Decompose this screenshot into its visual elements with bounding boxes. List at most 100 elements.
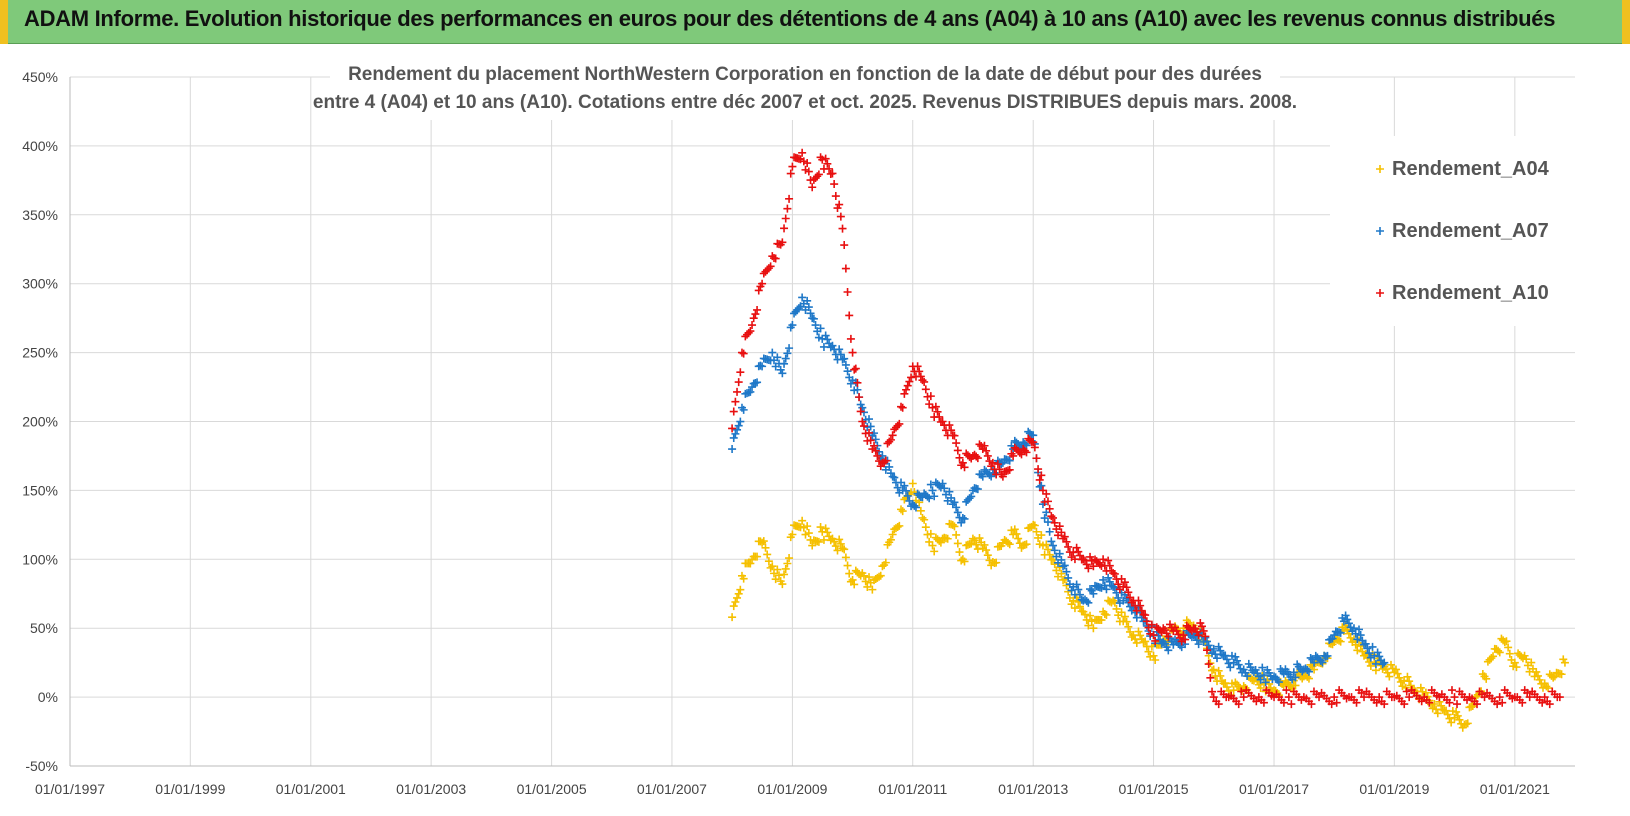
data-point-a10 bbox=[1498, 698, 1507, 707]
data-point-a07 bbox=[910, 501, 919, 510]
data-point-a10 bbox=[955, 453, 964, 462]
data-point-a04 bbox=[1416, 683, 1425, 692]
data-point-a07 bbox=[739, 405, 748, 414]
x-tick-label: 01/01/2007 bbox=[637, 781, 707, 797]
data-point-a10 bbox=[758, 279, 767, 288]
data-point-a10 bbox=[803, 159, 812, 168]
data-point-a07 bbox=[1049, 541, 1058, 550]
data-point-a10 bbox=[813, 172, 822, 181]
data-point-a07 bbox=[816, 324, 825, 333]
data-point-a10 bbox=[856, 407, 865, 416]
data-point-a07 bbox=[753, 378, 762, 387]
data-point-a04 bbox=[814, 537, 823, 546]
data-point-a10 bbox=[785, 194, 794, 203]
data-point-a07 bbox=[1060, 561, 1069, 570]
data-point-a04 bbox=[936, 538, 945, 547]
data-point-a07 bbox=[836, 350, 845, 359]
data-point-a04 bbox=[1042, 540, 1051, 549]
data-point-a10 bbox=[783, 204, 792, 213]
legend-marker bbox=[1376, 289, 1384, 297]
data-point-a10 bbox=[935, 412, 944, 421]
data-point-a04 bbox=[992, 558, 1001, 567]
data-point-a10 bbox=[825, 164, 834, 173]
data-point-a10 bbox=[1042, 489, 1051, 498]
banner-corner-right bbox=[1622, 0, 1630, 44]
data-point-a10 bbox=[1084, 564, 1093, 573]
data-point-a10 bbox=[1110, 569, 1119, 578]
data-point-a10 bbox=[953, 446, 962, 455]
data-point-a04 bbox=[1403, 672, 1412, 681]
data-point-a07 bbox=[1261, 678, 1270, 687]
data-point-a04 bbox=[895, 521, 904, 530]
data-point-a07 bbox=[1029, 431, 1038, 440]
data-point-a10 bbox=[764, 264, 773, 273]
data-point-a04 bbox=[1532, 667, 1541, 676]
data-point-a10 bbox=[729, 407, 738, 416]
data-point-a04 bbox=[921, 523, 930, 532]
data-point-a10 bbox=[1095, 560, 1104, 569]
data-point-a10 bbox=[1151, 636, 1160, 645]
data-point-a07 bbox=[1289, 668, 1298, 677]
data-point-a04 bbox=[1489, 652, 1498, 661]
data-point-a04 bbox=[1557, 670, 1566, 679]
data-point-a04 bbox=[773, 565, 782, 574]
data-point-a10 bbox=[1142, 617, 1151, 626]
data-point-a10 bbox=[1201, 632, 1210, 641]
data-point-a07 bbox=[1361, 639, 1370, 648]
data-point-a10 bbox=[751, 310, 760, 319]
data-point-a10 bbox=[841, 264, 850, 273]
data-point-a10 bbox=[846, 334, 855, 343]
data-point-a04 bbox=[928, 541, 937, 550]
data-point-a04 bbox=[1214, 666, 1223, 675]
data-point-a10 bbox=[1020, 446, 1029, 455]
data-point-a04 bbox=[733, 593, 742, 602]
data-point-a10 bbox=[749, 314, 758, 323]
data-point-a04 bbox=[1151, 656, 1160, 665]
data-point-a04 bbox=[1100, 610, 1109, 619]
data-point-a07 bbox=[821, 331, 830, 340]
data-point-a10 bbox=[1005, 465, 1014, 474]
data-point-a04 bbox=[1533, 671, 1542, 680]
data-point-a07 bbox=[960, 514, 969, 523]
data-point-a07 bbox=[928, 486, 937, 495]
data-point-a04 bbox=[1383, 668, 1392, 677]
data-point-a07 bbox=[1304, 667, 1313, 676]
data-point-a04 bbox=[736, 585, 745, 594]
data-point-a07 bbox=[853, 385, 862, 394]
data-point-a04 bbox=[1303, 672, 1312, 681]
data-point-a10 bbox=[1009, 451, 1018, 460]
data-point-a10 bbox=[1203, 646, 1211, 655]
x-tick-label: 01/01/2017 bbox=[1239, 781, 1309, 797]
data-point-a10 bbox=[1029, 438, 1038, 447]
data-point-a07 bbox=[733, 425, 742, 434]
data-point-a04 bbox=[1256, 684, 1265, 693]
data-point-a07 bbox=[828, 341, 837, 350]
data-point-a04 bbox=[1144, 647, 1153, 656]
data-point-a10 bbox=[1079, 555, 1088, 564]
data-point-a10 bbox=[1172, 626, 1181, 635]
data-point-a04 bbox=[1070, 604, 1079, 613]
data-point-a10 bbox=[1252, 697, 1261, 706]
data-point-a10 bbox=[1179, 631, 1188, 640]
data-point-a10 bbox=[1055, 522, 1064, 531]
data-point-a10 bbox=[873, 451, 882, 460]
data-point-a04 bbox=[753, 552, 762, 561]
data-point-a07 bbox=[1114, 593, 1123, 602]
data-point-a10 bbox=[995, 465, 1004, 474]
data-point-a07 bbox=[1100, 581, 1109, 590]
data-point-a07 bbox=[1233, 656, 1241, 665]
data-point-a04 bbox=[1229, 686, 1238, 695]
data-point-a04 bbox=[1117, 608, 1126, 617]
data-point-a07 bbox=[890, 473, 899, 482]
data-point-a10 bbox=[1234, 700, 1243, 709]
data-point-a10 bbox=[739, 349, 748, 358]
data-point-a07 bbox=[973, 485, 982, 494]
data-point-a04 bbox=[1494, 646, 1503, 655]
data-point-a07 bbox=[1258, 663, 1267, 672]
data-point-a04 bbox=[746, 559, 755, 568]
data-point-a07 bbox=[1203, 637, 1211, 646]
data-point-a07 bbox=[736, 417, 745, 426]
data-point-a04 bbox=[1102, 610, 1111, 619]
data-point-a07 bbox=[1159, 637, 1168, 646]
data-point-a07 bbox=[758, 362, 767, 371]
